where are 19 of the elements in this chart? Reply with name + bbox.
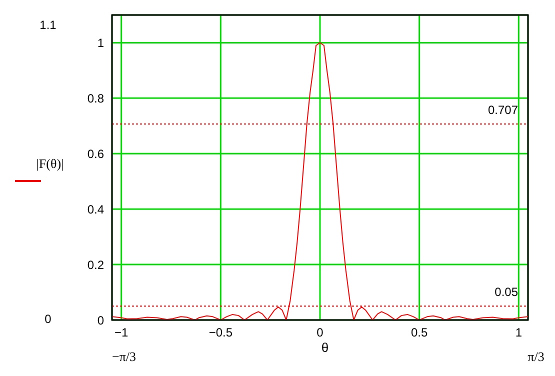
y-tick-label: 0.8 bbox=[87, 91, 104, 106]
text: 1.1 bbox=[38, 18, 58, 32]
x-tick-label: −1 bbox=[114, 326, 128, 340]
x-axis-title: θ bbox=[320, 340, 330, 355]
y-tick-label: 0.6 bbox=[87, 146, 104, 161]
ref-line-label: 0.05 bbox=[494, 285, 518, 300]
x-tick-label: 0.5 bbox=[410, 326, 428, 340]
y-tick-label: 0.4 bbox=[87, 202, 104, 216]
y-axis-title: |F(θ)| bbox=[35, 156, 65, 172]
text: π/3 bbox=[526, 349, 546, 365]
x-tick-label: 1 bbox=[515, 326, 522, 340]
x-tick-label: 0 bbox=[316, 326, 324, 340]
y-tick-label: 0 bbox=[97, 313, 104, 328]
text: 0 bbox=[44, 312, 52, 326]
y-tick-label: 1 bbox=[97, 36, 104, 50]
x-tick-label: −0.5 bbox=[208, 326, 233, 340]
ref-line-label: 0.707 bbox=[488, 102, 518, 117]
text: −π/3 bbox=[110, 349, 137, 365]
y-tick-label: 0.2 bbox=[87, 258, 104, 272]
